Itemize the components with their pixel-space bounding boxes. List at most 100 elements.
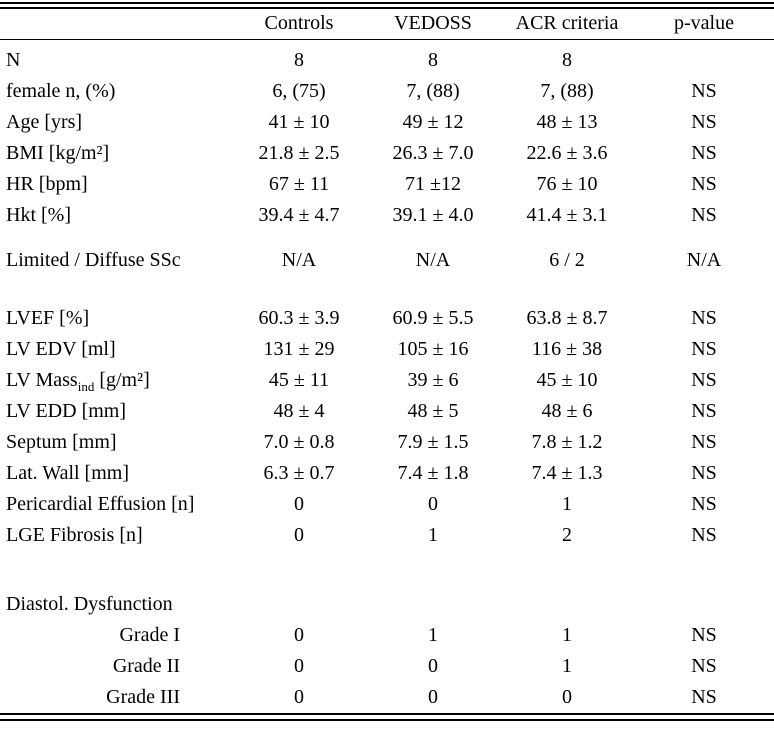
cell-p-value: NS — [691, 172, 717, 195]
row-label: Grade II — [112, 654, 180, 677]
header-controls: Controls — [232, 8, 366, 40]
cell-controls — [232, 589, 366, 620]
table-row: LVEF [%] 60.3 ± 3.9 60.9 ± 5.5 63.8 ± 8.7 NS — [0, 303, 774, 334]
cell-controls: 0 — [294, 654, 304, 677]
table-row: LV EDV [ml] 131 ± 29 105 ± 16 116 ± 38 NS — [0, 334, 774, 365]
table-row: N 8 8 8 — [0, 45, 774, 76]
cell-controls: 39.4 ± 4.7 — [258, 203, 340, 226]
cell-vedoss: 1 — [428, 523, 438, 546]
row-label: Grade III — [106, 685, 180, 708]
table-row: Grade II 0 0 1 NS — [0, 651, 774, 682]
cell-vedoss: N/A — [415, 248, 451, 271]
cell-p-value: NS — [691, 492, 717, 515]
cell-p-value: NS — [691, 654, 717, 677]
table-row: Septum [mm] 7.0 ± 0.8 7.9 ± 1.5 7.8 ± 1.2 NS — [0, 427, 774, 458]
cell-acr-criteria: 76 ± 10 — [536, 172, 598, 195]
cell-p-value: NS — [691, 461, 717, 484]
cell-controls: 8 — [294, 48, 304, 71]
cell-p-value: NS — [691, 623, 717, 646]
table-row: Pericardial Effusion [n] 0 0 1 NS — [0, 489, 774, 520]
table-row: Hkt [%] 39.4 ± 4.7 39.1 ± 4.0 41.4 ± 3.1 NS — [0, 200, 774, 231]
row-label: Lat. Wall [mm] — [6, 461, 129, 484]
table-header: Controls VEDOSS ACR criteria p-value — [0, 8, 774, 40]
cell-vedoss: 0 — [428, 685, 438, 708]
spacer-row — [0, 231, 774, 245]
cell-acr-criteria: 7.8 ± 1.2 — [531, 430, 603, 453]
row-label: LV Massind [g/m²] — [0, 365, 232, 396]
cell-acr-criteria: 7.4 ± 1.3 — [531, 461, 603, 484]
cell-vedoss: 26.3 ± 7.0 — [392, 141, 474, 164]
spacer-row — [0, 551, 774, 589]
cell-vedoss: 7.9 ± 1.5 — [397, 430, 469, 453]
cell-acr-criteria: 7, (88) — [540, 79, 594, 102]
cell-controls: 45 ± 11 — [268, 368, 330, 391]
cell-p-value: NS — [691, 399, 717, 422]
spacer-cell — [0, 231, 774, 245]
cell-p-value — [634, 589, 774, 620]
cell-p-value: NS — [691, 523, 717, 546]
cell-vedoss: 7.4 ± 1.8 — [397, 461, 469, 484]
spacer-cell — [0, 551, 774, 589]
clinical-characteristics-table: Controls VEDOSS ACR criteria p-value N 8 8… — [0, 8, 774, 713]
cell-controls: 6, (75) — [272, 79, 326, 102]
bottom-double-rule — [0, 712, 774, 721]
cell-p-value: NS — [691, 203, 717, 226]
cell-acr-criteria — [500, 589, 634, 620]
cell-p-value: NS — [691, 368, 717, 391]
cell-acr-criteria: 0 — [562, 685, 572, 708]
cell-controls: 7.0 ± 0.8 — [263, 430, 335, 453]
cell-vedoss: 60.9 ± 5.5 — [392, 306, 474, 329]
row-label-part: LV Mass — [6, 368, 78, 391]
table-row: Grade III 0 0 0 NS — [0, 682, 774, 713]
cell-p-value: N/A — [686, 248, 722, 271]
top-double-rule — [0, 2, 774, 9]
cell-controls: 60.3 ± 3.9 — [258, 306, 340, 329]
cell-controls: 0 — [294, 523, 304, 546]
cell-vedoss — [366, 589, 500, 620]
cell-acr-criteria: 1 — [562, 654, 572, 677]
cell-controls: 0 — [294, 492, 304, 515]
table-body: N 8 8 8 female n, (%) 6, (75) 7, (88) 7, (88) NS… — [0, 39, 774, 713]
cell-p-value: NS — [691, 79, 717, 102]
cell-controls: 0 — [294, 623, 304, 646]
row-label: female n, (%) — [6, 79, 116, 102]
header-p-value: p-value — [634, 8, 774, 40]
cell-acr-criteria: 22.6 ± 3.6 — [526, 141, 608, 164]
cell-p-value: NS — [691, 430, 717, 453]
row-label-subscript: ind — [77, 378, 95, 394]
cell-controls: 0 — [294, 685, 304, 708]
table-row: Age [yrs] 41 ± 10 49 ± 12 48 ± 13 NS — [0, 107, 774, 138]
cell-acr-criteria: 48 ± 6 — [541, 399, 593, 422]
cell-p-value — [634, 45, 774, 76]
header-row: Controls VEDOSS ACR criteria p-value — [0, 8, 774, 40]
row-label: LV EDV [ml] — [6, 337, 116, 360]
cell-vedoss: 0 — [428, 654, 438, 677]
row-label: LV EDD [mm] — [6, 399, 126, 422]
cell-controls: 41 ± 10 — [268, 110, 330, 133]
table-row: LV EDD [mm] 48 ± 4 48 ± 5 48 ± 6 NS — [0, 396, 774, 427]
row-label: BMI [kg/m²] — [6, 141, 110, 164]
row-label: N — [6, 48, 21, 71]
cell-p-value: NS — [691, 685, 717, 708]
row-label: Hkt [%] — [6, 203, 71, 226]
row-label: Pericardial Effusion [n] — [6, 492, 195, 515]
header-vedoss: VEDOSS — [366, 8, 500, 40]
row-label: Age [yrs] — [6, 110, 83, 133]
cell-acr-criteria: 41.4 ± 3.1 — [526, 203, 608, 226]
row-label: HR [bpm] — [6, 172, 88, 195]
cell-controls: N/A — [281, 248, 317, 271]
row-label: Diastol. Dysfunction — [6, 592, 173, 615]
cell-vedoss: 71 ±12 — [405, 172, 461, 195]
cell-p-value: NS — [691, 306, 717, 329]
cell-controls: 67 ± 11 — [268, 172, 330, 195]
header-acr-criteria: ACR criteria — [500, 8, 634, 40]
cell-controls: 48 ± 4 — [273, 399, 325, 422]
table-row: Lat. Wall [mm] 6.3 ± 0.7 7.4 ± 1.8 7.4 ± 1.… — [0, 458, 774, 489]
cell-controls: 6.3 ± 0.7 — [263, 461, 335, 484]
cell-vedoss: 48 ± 5 — [407, 399, 459, 422]
table-row: female n, (%) 6, (75) 7, (88) 7, (88) NS — [0, 76, 774, 107]
cell-p-value: NS — [691, 141, 717, 164]
row-label: Grade I — [119, 623, 180, 646]
header-empty-cell — [0, 8, 232, 40]
row-label: Septum [mm] — [6, 430, 117, 453]
